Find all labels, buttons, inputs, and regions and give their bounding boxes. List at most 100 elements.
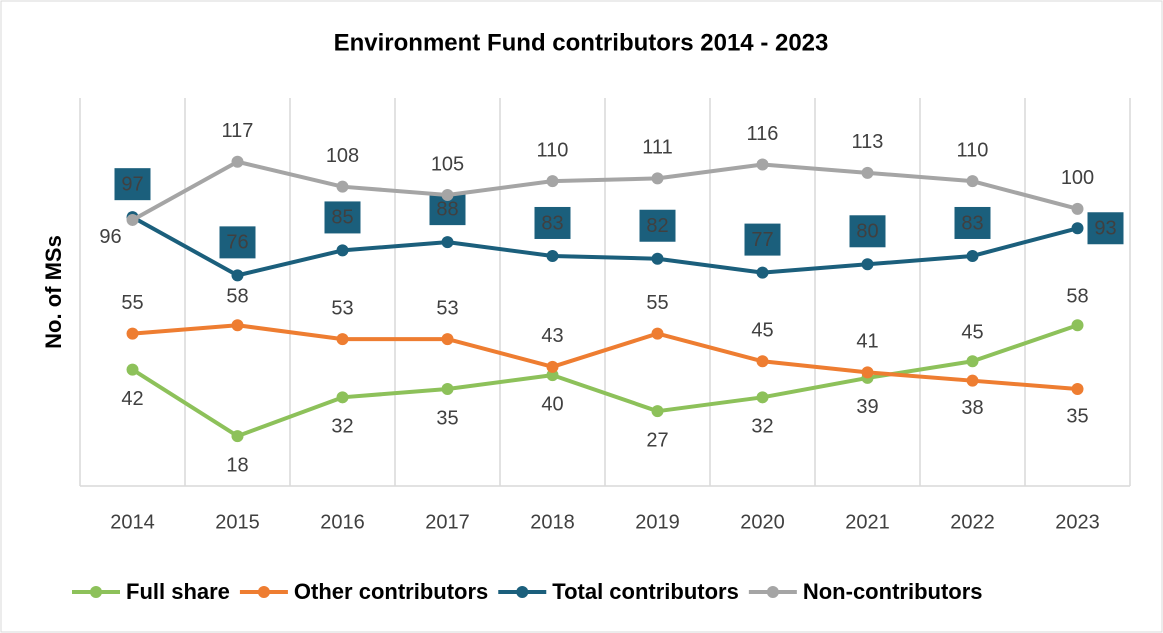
data-label: 41 [856, 331, 878, 353]
series-line [131, 159, 1079, 222]
data-point [336, 244, 349, 257]
data-point [231, 155, 244, 168]
legend-marker [516, 586, 529, 598]
legend-label: Total contributors [552, 579, 739, 604]
data-point [546, 249, 559, 262]
x-tick-label: 2017 [425, 511, 470, 533]
x-tick-label: 2019 [635, 511, 680, 533]
data-label: 77 [751, 229, 773, 251]
x-tick-label: 2021 [845, 511, 890, 533]
legend: Full share Other contributors Total contri… [72, 579, 983, 604]
data-point [966, 355, 979, 368]
data-point [441, 189, 454, 201]
data-label-box [324, 201, 361, 234]
data-label: 76 [226, 232, 248, 254]
data-point [756, 158, 769, 171]
data-point [231, 430, 244, 443]
data-label: 38 [961, 397, 983, 419]
data-label: 110 [537, 139, 569, 161]
data-point [861, 366, 874, 379]
data-label: 80 [856, 221, 878, 243]
data-point [1071, 222, 1084, 235]
data-point [966, 249, 979, 262]
data-point [336, 333, 349, 346]
data-point [861, 166, 874, 179]
data-label: 97 [121, 173, 143, 195]
data-point [1071, 319, 1084, 332]
data-point [651, 405, 664, 418]
data-point [441, 236, 454, 249]
data-label: 39 [856, 396, 878, 418]
data-label: 96 [99, 226, 121, 248]
data-point [231, 269, 244, 282]
x-tick-label: 2014 [110, 511, 155, 533]
data-label: 100 [1061, 167, 1094, 189]
data-point [231, 319, 244, 332]
data-label: 58 [1066, 286, 1088, 308]
data-point [861, 258, 874, 271]
data-point [651, 327, 664, 340]
legend-label: Full share [126, 579, 230, 604]
y-axis-title: No. of MSs [41, 235, 66, 349]
legend-marker [257, 586, 270, 598]
legend-marker [766, 586, 779, 598]
x-tick-label: 2015 [215, 511, 260, 533]
data-point [966, 374, 979, 387]
series-line [131, 215, 1079, 278]
data-label: 55 [121, 292, 143, 314]
x-tick-label: 2016 [320, 511, 365, 533]
data-label: 35 [436, 407, 458, 429]
legend-label: Non-contributors [803, 579, 983, 604]
data-label: 32 [331, 416, 353, 438]
data-point [126, 363, 139, 376]
data-label: 53 [331, 297, 353, 319]
data-label: 42 [121, 388, 143, 410]
data-label: 43 [541, 325, 563, 347]
series-line [132, 323, 1078, 391]
data-label: 45 [751, 320, 773, 342]
x-tick-label: 2023 [1055, 511, 1100, 533]
data-label: 88 [436, 198, 458, 220]
legend-label: Other contributors [294, 579, 488, 604]
data-point [546, 175, 559, 188]
data-label: 110 [957, 139, 989, 161]
legend-marker [90, 586, 102, 598]
data-label: 18 [226, 454, 248, 476]
data-label: 85 [331, 207, 353, 229]
x-tick-label: 2018 [530, 511, 575, 533]
data-point [756, 355, 769, 368]
data-label-box [639, 209, 676, 242]
data-label-box [534, 206, 571, 239]
data-label: 82 [646, 215, 668, 237]
x-tick-label: 2022 [950, 511, 995, 533]
data-label: 35 [1066, 405, 1088, 427]
series-line [131, 323, 1079, 439]
data-point [756, 391, 769, 404]
data-label-box [744, 223, 781, 256]
data-point [546, 369, 559, 382]
data-label: 116 [747, 123, 779, 145]
chart-title: Environment Fund contributors 2014 - 202… [334, 29, 829, 56]
data-label: 105 [431, 153, 464, 175]
data-point [651, 252, 664, 265]
data-point [1071, 202, 1084, 215]
data-label: 117 [222, 120, 254, 142]
data-label: 83 [541, 212, 563, 234]
data-label-box [954, 206, 991, 239]
data-point [546, 360, 559, 373]
data-label: 40 [541, 393, 563, 415]
data-point [651, 172, 664, 185]
x-tick-label: 2020 [740, 511, 785, 533]
data-label: 108 [326, 145, 359, 167]
data-point [966, 175, 979, 188]
data-label: 111 [642, 137, 672, 159]
data-label: 58 [226, 286, 248, 308]
data-point [126, 213, 139, 226]
data-label-box [849, 215, 886, 248]
data-label-box [1087, 212, 1124, 245]
data-label-box [219, 226, 256, 259]
data-point [441, 333, 454, 346]
data-label: 45 [961, 322, 983, 344]
data-label: 32 [751, 416, 773, 438]
